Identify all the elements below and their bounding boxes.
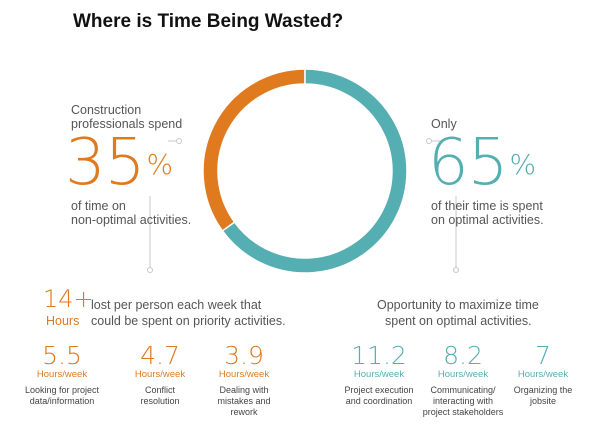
- hours-lost-line-1: lost per person each week that: [91, 298, 262, 312]
- left-metric-2-desc-line-2: resolution: [140, 396, 180, 406]
- left-metric-1-desc-line-1: Looking for project: [24, 385, 100, 395]
- left-metric-3-desc-line-3: rework: [230, 407, 258, 417]
- right-percent-unit: %: [509, 148, 536, 181]
- right-metric-2-desc: Communicating/interacting with project st…: [413, 385, 513, 418]
- donut-segments: [202, 68, 408, 274]
- left-metric-1-desc-line-2: data/information: [29, 396, 95, 406]
- hours-lost-unit: Hours: [46, 314, 80, 328]
- left-metric-3-desc-line-2: mistakes and: [217, 396, 271, 406]
- top-right-connector-dot: [426, 138, 432, 144]
- hours-lost-line-2: could be spent on priority activities.: [91, 314, 286, 328]
- right-connector-dot: [453, 267, 459, 273]
- right-tail-line-1: of their time is spent: [431, 199, 543, 213]
- donut-segment-1: [202, 68, 306, 233]
- right-intro: Only: [431, 117, 457, 131]
- left-metric-1-unit: Hours/week: [36, 369, 88, 380]
- left-metric-2-unit: Hours/week: [134, 369, 186, 380]
- right-percent-value: 65: [428, 126, 508, 200]
- left-percent-unit: %: [146, 148, 173, 181]
- left-metric-3-desc: Dealing with mistakes and rework: [194, 385, 294, 418]
- right-metric-1-unit: Hours/week: [353, 369, 405, 380]
- right-metric-3-desc-line-2: jobsite: [529, 396, 556, 406]
- left-intro-line-1: Construction: [71, 103, 142, 117]
- hours-lost-value: 14+: [43, 285, 94, 313]
- right-metric-2-value: 8.2: [443, 341, 483, 370]
- opportunity-line-1: Opportunity to maximize time: [377, 298, 539, 312]
- donut-segment-2: [221, 68, 408, 274]
- left-metric-2-desc: Conflict resolution: [110, 385, 210, 407]
- left-intro-line-2: professionals spend: [71, 117, 183, 131]
- left-metric-2-value: 4.7: [140, 341, 180, 370]
- left-percent-value: 35: [65, 126, 145, 200]
- left-connector-dot: [147, 267, 153, 273]
- right-metric-1-value: 11.2: [351, 341, 407, 370]
- opportunity-line-2: spent on optimal activities.: [385, 314, 532, 328]
- left-metric-3-desc-line-1: Dealing with: [219, 385, 269, 395]
- right-metric-2-unit: Hours/week: [437, 369, 489, 380]
- top-left-connector-dot: [176, 138, 182, 144]
- right-metric-3-desc-line-1: Organizing the: [513, 385, 573, 395]
- right-metric-2-desc-line-1: Communicating/: [430, 385, 496, 395]
- right-metric-1-desc-line-2: and coordination: [345, 396, 413, 406]
- right-metric-3-value: 7: [535, 341, 551, 370]
- right-metric-3-unit: Hours/week: [517, 369, 569, 380]
- left-metric-2-desc-line-1: Conflict: [144, 385, 175, 395]
- right-metric-2-desc-line-3: project stakeholders: [422, 407, 504, 417]
- left-metric-3-value: 3.9: [224, 341, 264, 370]
- left-metric-3-unit: Hours/week: [218, 369, 270, 380]
- left-percent: 35%: [65, 131, 173, 195]
- left-metric-1-value: 5.5: [42, 341, 82, 370]
- right-metric-2-desc-line-2: interacting with: [432, 396, 494, 406]
- right-percent: 65%: [428, 131, 536, 195]
- right-metric-1-desc-line-1: Project execution: [344, 385, 414, 395]
- right-metric-1-desc: Project execution and coordination: [329, 385, 429, 407]
- left-tail-line-1: of time on: [71, 199, 126, 213]
- left-metric-1-desc: Looking for project data/information: [12, 385, 112, 407]
- left-tail-line-2: non-optimal activities.: [71, 213, 192, 227]
- connectors: [147, 138, 459, 273]
- right-tail-line-2: on optimal activities.: [431, 213, 544, 227]
- page-title: Where is Time Being Wasted?: [73, 11, 344, 32]
- right-metric-3-desc: Organizing the jobsite: [493, 385, 593, 407]
